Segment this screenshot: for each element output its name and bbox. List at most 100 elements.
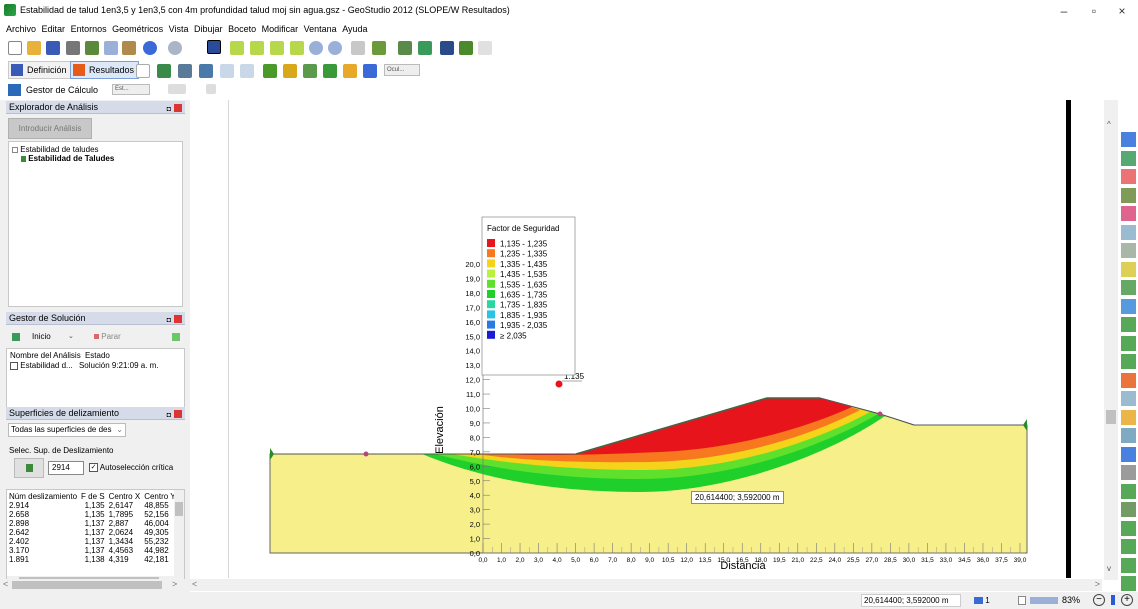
col-header[interactable]: Núm deslizamiento	[9, 492, 78, 501]
slope-line-icon[interactable]	[1121, 520, 1136, 536]
left-hscrollbar[interactable]: < >	[0, 579, 190, 591]
zoom-slider-thumb[interactable]	[1111, 595, 1115, 605]
menu-geometricos[interactable]: Geométricos	[112, 24, 164, 34]
draw-line-icon[interactable]	[230, 41, 244, 55]
limit-marker[interactable]	[363, 451, 369, 457]
tree-item-child[interactable]: Estabilidad de Taludes	[21, 154, 114, 163]
text-style-icon[interactable]	[459, 41, 473, 55]
open-icon[interactable]	[27, 41, 41, 55]
limit-marker[interactable]	[877, 411, 883, 417]
slope-color-icon[interactable]	[1121, 409, 1136, 425]
undo-icon[interactable]	[143, 41, 157, 55]
table-row[interactable]: 2.658 1,135 1,7895 52,156	[7, 510, 178, 519]
introducir-analisis-button[interactable]: Introducir Análisis	[8, 118, 92, 139]
table-row[interactable]: 1.891 1,138 4,319 42,181	[7, 555, 178, 564]
ruler-icon[interactable]	[351, 41, 365, 55]
slope-line-icon[interactable]	[1121, 335, 1136, 351]
flag-results-icon[interactable]	[263, 64, 277, 78]
slope-results-icon[interactable]	[283, 64, 297, 78]
slip-search-icon[interactable]	[418, 41, 432, 55]
menu-ayuda[interactable]: Ayuda	[342, 24, 368, 34]
solve-options-icon[interactable]	[172, 333, 180, 341]
pin-icon[interactable]: ◘	[166, 317, 171, 324]
rotate-icon[interactable]	[309, 41, 323, 55]
col-header[interactable]: Centro Y	[144, 492, 176, 501]
surfaces-filter-dropdown[interactable]: Todas las superficies de des ⌄	[8, 423, 126, 437]
menu-boceto[interactable]: Boceto	[228, 24, 257, 34]
graph-results-icon[interactable]	[303, 64, 317, 78]
close-panel-icon[interactable]	[174, 410, 182, 418]
canvas-vscrollbar[interactable]: ^ v	[1104, 100, 1118, 580]
zoom-icon[interactable]	[207, 40, 221, 54]
inicio-dropdown-icon[interactable]: ⌄	[68, 333, 74, 340]
table-scroll-thumb[interactable]	[175, 502, 183, 516]
zoom-tools-icon[interactable]	[1030, 597, 1058, 604]
left-hscroll-thumb[interactable]	[12, 581, 162, 589]
point-icon[interactable]	[1121, 187, 1136, 203]
calc-combo[interactable]: Est...	[112, 84, 150, 95]
paste-icon[interactable]	[122, 41, 136, 55]
table-icon[interactable]	[1121, 243, 1136, 258]
drawing-canvas[interactable]: 1.135 20,0 19,0 18,0 17,0 16,0 15,0 14,0 13,0 12…	[190, 100, 1102, 578]
analysis-icon[interactable]	[1121, 150, 1136, 166]
text-icon[interactable]	[478, 41, 492, 55]
close-panel-icon[interactable]	[174, 315, 182, 323]
col-header[interactable]: Centro X	[108, 492, 141, 501]
table-view-icon[interactable]	[199, 64, 213, 78]
axis-icon[interactable]	[398, 41, 412, 55]
inicio-button[interactable]: Inicio	[26, 330, 64, 344]
surface-number-input[interactable]: 2914	[48, 461, 84, 475]
graph-icon[interactable]	[372, 41, 386, 55]
calc-option-icon[interactable]	[168, 84, 186, 94]
tree-expand-icon[interactable]	[12, 146, 18, 153]
slope-stability-icon[interactable]	[1121, 132, 1136, 147]
tree-item-parent[interactable]: Estabilidad de taludes	[12, 145, 99, 154]
scroll-left-icon[interactable]: <	[192, 579, 198, 589]
slope-icon[interactable]	[1121, 280, 1136, 295]
copy-icon[interactable]	[104, 41, 118, 55]
slope-line-icon[interactable]	[1121, 317, 1136, 332]
pick-surface-button[interactable]	[14, 458, 44, 478]
region-icon[interactable]	[1121, 261, 1136, 277]
critical-center-point[interactable]	[555, 380, 563, 388]
print-icon[interactable]	[66, 41, 80, 55]
menu-ventana[interactable]: Ventana	[303, 24, 337, 34]
flux-icon[interactable]	[1121, 446, 1136, 462]
vscroll-thumb[interactable]	[1106, 410, 1116, 424]
slope-line-icon[interactable]	[1121, 576, 1136, 591]
print-preview-icon[interactable]	[85, 41, 99, 55]
pin-icon[interactable]: ◘	[166, 106, 171, 113]
slope-green-icon[interactable]	[1121, 483, 1136, 499]
pore-water-icon[interactable]	[1121, 206, 1136, 221]
results-icon[interactable]	[1121, 372, 1136, 388]
parar-button[interactable]: Parar	[94, 330, 130, 344]
save-icon[interactable]	[46, 41, 60, 55]
report-icon[interactable]	[220, 64, 234, 78]
table-vscrollbar[interactable]	[174, 490, 184, 576]
mesh-icon[interactable]	[1121, 428, 1136, 443]
menu-entornos[interactable]: Entornos	[70, 24, 107, 34]
resultados-button[interactable]: Resultados	[70, 61, 140, 79]
solution-row-checkbox[interactable]	[10, 361, 18, 370]
menu-archivo[interactable]: Archivo	[6, 24, 37, 34]
minimize-button[interactable]: –	[1060, 4, 1068, 18]
canvas-hscrollbar-bar[interactable]: < >	[190, 579, 1102, 591]
maximize-button[interactable]: ▫	[1091, 4, 1097, 18]
table-row[interactable]: 2.642 1,137 2,0624 49,305	[7, 528, 178, 537]
col-header[interactable]: F de S	[81, 492, 105, 501]
compare-icon[interactable]	[240, 64, 254, 78]
new-icon[interactable]	[8, 41, 22, 55]
flag-icon[interactable]	[440, 41, 454, 55]
table-row[interactable]: 2.898 1,137 2,887 46,004	[7, 519, 178, 528]
zoom-out-icon[interactable]: −	[1093, 594, 1105, 606]
pattern-icon[interactable]	[1121, 298, 1136, 314]
solution-row[interactable]: Estabilidad d... Solución 9:21:09 a. m.	[10, 361, 159, 370]
pointer-icon[interactable]	[136, 64, 150, 78]
line-icon[interactable]	[1121, 465, 1136, 480]
results-combo[interactable]: Ocul...	[384, 64, 420, 76]
slip-icon[interactable]	[1121, 169, 1136, 184]
menu-dibujar[interactable]: Dibujar	[194, 24, 223, 34]
scroll-up-icon[interactable]: ^	[1107, 120, 1111, 129]
chart-results-icon[interactable]	[343, 64, 357, 78]
draw-region-icon[interactable]	[250, 41, 264, 55]
